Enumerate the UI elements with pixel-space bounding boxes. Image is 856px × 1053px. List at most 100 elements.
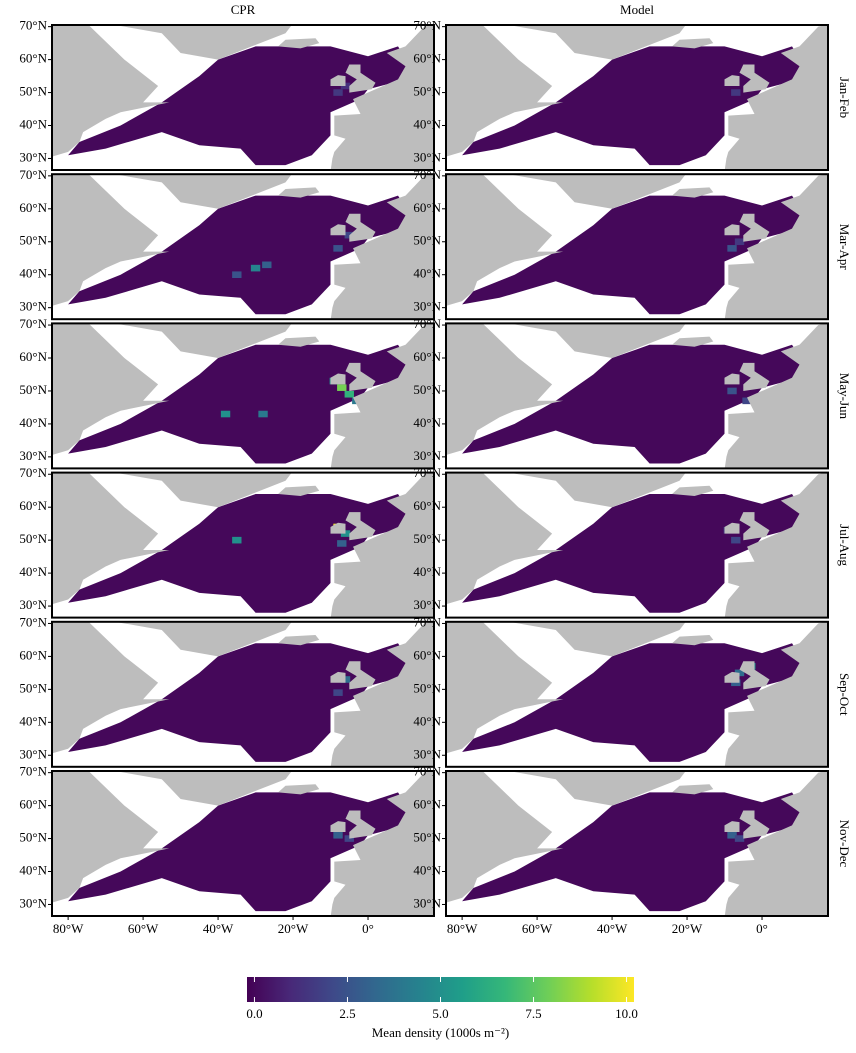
- land: [739, 64, 770, 93]
- map-panel: [52, 323, 434, 469]
- y-tick-label: 60°N: [19, 647, 47, 662]
- land: [345, 512, 376, 541]
- y-tick-label: 60°N: [19, 498, 47, 513]
- survey-region: [68, 792, 413, 912]
- row-label: Jan-Feb: [837, 77, 852, 118]
- land: [508, 25, 686, 60]
- density-cell: [340, 530, 351, 537]
- y-tick-label: 70°N: [19, 316, 47, 331]
- land: [278, 187, 320, 198]
- x-tick-label: 80°W: [53, 921, 84, 936]
- y-tick-label: 60°N: [19, 797, 47, 812]
- land: [278, 38, 320, 49]
- density-cell: [337, 384, 347, 391]
- land: [330, 25, 434, 170]
- y-tick-label: 70°N: [413, 316, 441, 331]
- x-tick-label: 60°W: [522, 921, 553, 936]
- land: [446, 472, 564, 605]
- y-tick-label: 40°N: [413, 266, 441, 281]
- x-tick-label: 20°W: [672, 921, 703, 936]
- density-cell: [232, 536, 242, 544]
- map-panel: [52, 472, 434, 618]
- survey-region: [462, 792, 807, 912]
- land: [114, 174, 292, 209]
- survey-region: [462, 195, 807, 315]
- y-tick-label: 40°N: [413, 116, 441, 131]
- x-tick-label: 20°W: [278, 921, 309, 936]
- panel-border: [445, 770, 829, 917]
- map-panel: [446, 25, 828, 170]
- land: [345, 810, 376, 839]
- land: [345, 362, 376, 391]
- land: [724, 25, 828, 170]
- x-tick-label: 0°: [756, 921, 768, 936]
- land: [278, 635, 320, 646]
- y-tick-label: 40°N: [19, 564, 47, 579]
- panel-border: [445, 322, 829, 470]
- colorbar-tick-label: 0.0: [246, 1006, 262, 1021]
- y-tick-label: 70°N: [19, 18, 47, 33]
- y-tick-label: 50°N: [413, 830, 441, 845]
- column-title: CPR: [231, 2, 256, 17]
- density-cell: [337, 540, 347, 547]
- density-cell: [734, 669, 745, 677]
- row-label: Mar-Apr: [837, 224, 852, 271]
- panel-border: [445, 471, 829, 619]
- land: [724, 671, 740, 683]
- y-tick-label: 30°N: [19, 299, 47, 314]
- density-cell: [333, 245, 343, 252]
- land: [330, 522, 346, 534]
- land: [724, 373, 740, 385]
- y-tick-label: 50°N: [19, 830, 47, 845]
- y-tick-label: 70°N: [19, 167, 47, 182]
- y-tick-label: 30°N: [19, 149, 47, 164]
- density-cell: [742, 397, 752, 405]
- y-tick-label: 70°N: [413, 167, 441, 182]
- land: [114, 621, 292, 657]
- land: [672, 336, 714, 347]
- y-tick-label: 50°N: [413, 84, 441, 99]
- land: [672, 784, 714, 795]
- row-label: May-Jun: [837, 373, 852, 420]
- y-tick-label: 30°N: [413, 299, 441, 314]
- land: [330, 224, 346, 236]
- y-tick-label: 50°N: [19, 233, 47, 248]
- y-tick-label: 60°N: [413, 349, 441, 364]
- panel-border: [51, 770, 435, 917]
- density-cell: [250, 264, 261, 272]
- land: [672, 187, 714, 198]
- land: [672, 635, 714, 646]
- land: [52, 174, 170, 306]
- panel-border: [51, 24, 435, 171]
- y-tick-label: 60°N: [413, 51, 441, 66]
- land: [114, 472, 292, 508]
- panel-border: [51, 322, 435, 470]
- map-panel: [446, 174, 828, 320]
- density-cell: [727, 387, 737, 395]
- land: [330, 323, 434, 469]
- land: [330, 821, 346, 832]
- y-tick-label: 30°N: [19, 895, 47, 910]
- land: [724, 174, 828, 320]
- y-tick-label: 60°N: [413, 647, 441, 662]
- y-tick-label: 30°N: [413, 746, 441, 761]
- survey-region: [68, 494, 413, 613]
- y-tick-label: 50°N: [413, 680, 441, 695]
- land: [724, 821, 740, 832]
- land: [345, 64, 376, 93]
- land: [330, 472, 434, 618]
- land: [52, 621, 170, 754]
- y-tick-label: 40°N: [413, 713, 441, 728]
- y-tick-label: 60°N: [19, 200, 47, 215]
- y-tick-label: 70°N: [19, 614, 47, 629]
- row-label: Nov-Dec: [837, 820, 852, 868]
- survey-region: [462, 494, 807, 613]
- y-tick-label: 30°N: [19, 597, 47, 612]
- density-cell: [731, 89, 741, 96]
- land: [330, 771, 434, 916]
- colorbar-title: Mean density (1000s m⁻²): [372, 1025, 510, 1040]
- land: [330, 671, 346, 683]
- land: [278, 485, 320, 496]
- land: [52, 323, 170, 456]
